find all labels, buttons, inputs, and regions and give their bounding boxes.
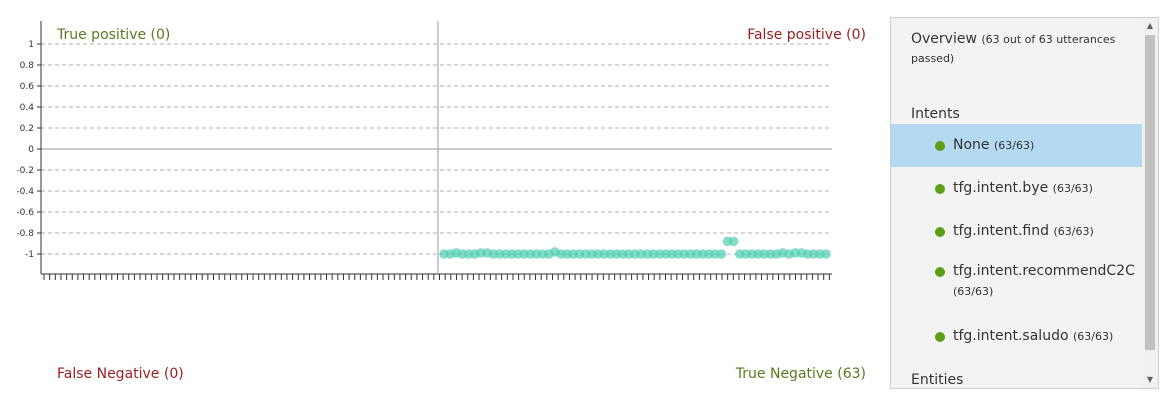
overview-title: Overview	[911, 31, 977, 47]
y-tick-label: 1	[28, 40, 34, 50]
y-tick-label: 0.8	[20, 61, 35, 71]
y-tick-label: 0	[28, 145, 34, 155]
data-point	[716, 249, 727, 259]
y-tick-label: 0.2	[20, 124, 34, 134]
intent-count: (63/63)	[1052, 182, 1093, 195]
y-tick-label: 0.6	[20, 82, 35, 92]
data-point	[728, 236, 739, 247]
data-points	[439, 236, 831, 259]
status-dot-icon	[935, 267, 945, 277]
intent-item[interactable]: tfg.intent.find (63/63)	[891, 210, 1143, 253]
y-tick-label: -0.6	[16, 208, 34, 218]
intent-name: tfg.intent.find	[953, 223, 1050, 239]
intent-count: (63/63)	[1072, 330, 1114, 343]
results-panel: Overview (63 out of 63 utterances passed…	[890, 17, 1159, 389]
panel-list: Overview (63 out of 63 utterances passed…	[891, 18, 1143, 388]
y-tick-label: -0.4	[16, 187, 34, 197]
y-tick-label: 0.4	[20, 103, 35, 113]
scatter-chart: 1 0.8 0.6 0.4 0.2 0 -0.2 -0.4 -0.6 -0.8 -1	[16, 21, 832, 280]
data-point	[821, 249, 831, 259]
entities-heading: Entities	[911, 372, 964, 388]
false-negative-label: False Negative (0)	[57, 366, 184, 382]
intent-item[interactable]: tfg.intent.recommendC2C (63/63)	[891, 253, 1143, 315]
intent-list: None (63/63) tfg.intent.bye (63/63) tfg.in…	[891, 124, 1143, 358]
true-positive-label: True positive (0)	[57, 27, 171, 43]
intent-count: (63/63)	[1053, 225, 1094, 238]
grid-lines	[41, 43, 832, 255]
intent-name: tfg.intent.saludo	[953, 328, 1069, 344]
y-tick-label: -1	[25, 250, 34, 260]
intent-item[interactable]: None (63/63)	[891, 124, 1143, 167]
scrollbar-thumb[interactable]	[1145, 35, 1155, 350]
y-tick-label: -0.2	[16, 166, 34, 176]
status-dot-icon	[935, 227, 945, 237]
scroll-down-icon[interactable]: ▼	[1146, 375, 1154, 384]
status-dot-icon	[935, 332, 945, 342]
intent-name: tfg.intent.bye	[953, 180, 1049, 196]
chart-axes: 1 0.8 0.6 0.4 0.2 0 -0.2 -0.4 -0.6 -0.8 -1	[16, 21, 832, 280]
panel-scrollbar[interactable]: ▲ ▼	[1142, 18, 1158, 388]
y-tick-label: -0.8	[16, 229, 34, 239]
false-positive-label: False positive (0)	[747, 27, 866, 43]
intent-count: (63/63)	[993, 139, 1035, 152]
intent-item[interactable]: tfg.intent.bye (63/63)	[891, 167, 1143, 210]
overview-item[interactable]: Overview (63 out of 63 utterances passed…	[891, 18, 1143, 106]
true-negative-label: True Negative (63)	[735, 366, 866, 382]
status-dot-icon	[935, 184, 945, 194]
status-dot-icon	[935, 141, 945, 151]
intent-name: tfg.intent.recommendC2C	[953, 263, 1135, 279]
scroll-up-icon[interactable]: ▲	[1146, 21, 1154, 30]
intents-heading: Intents	[911, 106, 960, 122]
intent-item[interactable]: tfg.intent.saludo (63/63)	[891, 315, 1143, 358]
overview-detail: (63 out of 63 utterances passed)	[911, 33, 1116, 65]
intent-name: None	[953, 137, 990, 153]
intent-count: (63/63)	[953, 284, 994, 298]
